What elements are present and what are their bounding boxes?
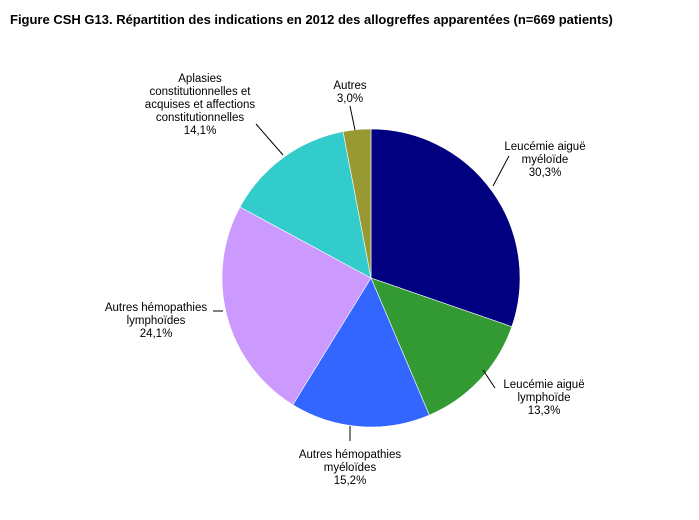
- slice-name: Autres hémopathies: [105, 302, 208, 314]
- slice-percent: 15,2%: [334, 475, 367, 487]
- slice-percent: 14,1%: [184, 125, 217, 137]
- chart-title: Figure CSH G13. Répartition des indicati…: [10, 12, 613, 27]
- slice-name: acquises et affections: [145, 99, 256, 111]
- slice-name: Leucémie aiguë: [503, 379, 584, 391]
- pie-slice: [370, 128, 521, 328]
- pie-slice: [370, 277, 513, 416]
- slice-label: Leucémie aiguë lymphoïde 13,3%: [503, 379, 584, 417]
- slice-percent: 30,3%: [529, 167, 562, 179]
- slice-percent: 13,3%: [528, 405, 561, 417]
- slice-name: myéloïde: [522, 154, 569, 166]
- slice-name: lymphoïde: [517, 392, 570, 404]
- slice-name: lymphoïdes: [127, 315, 186, 327]
- slice-name: constitutionnelles: [156, 112, 244, 124]
- pie-slices: [221, 128, 521, 428]
- slice-name: Autres: [333, 80, 366, 92]
- leader-line: [255, 123, 284, 156]
- slice-label: Autres hémopathies lymphoïdes 24,1%: [105, 302, 208, 340]
- pie-slice: [342, 128, 372, 279]
- leader-line: [349, 105, 356, 131]
- slice-name: Aplasies: [178, 73, 222, 85]
- slice-label: Leucémie aiguë myéloïde 30,3%: [504, 141, 585, 179]
- leader-lines: [213, 105, 510, 441]
- slice-percent: 3,0%: [337, 93, 363, 105]
- slice-name: Leucémie aiguë: [504, 141, 585, 153]
- slice-label: Autres hémopathies myéloïdes 15,2%: [299, 449, 402, 487]
- slice-name: Autres hémopathies: [299, 449, 402, 461]
- pie-slice: [239, 131, 372, 279]
- pie-slice: [292, 277, 430, 428]
- slice-label: Autres 3,0%: [333, 80, 366, 105]
- slice-name: myéloïdes: [324, 462, 377, 474]
- slice-label: Aplasies constitutionnelles et acquises et…: [145, 73, 256, 137]
- pie-slice: [221, 206, 372, 406]
- leader-line: [482, 369, 496, 389]
- leader-line: [492, 155, 510, 187]
- slice-labels: Leucémie aiguë myéloïde 30,3%Leucémie aigu…: [105, 73, 586, 487]
- slice-percent: 24,1%: [140, 328, 173, 340]
- slice-name: constitutionnelles et: [149, 86, 251, 98]
